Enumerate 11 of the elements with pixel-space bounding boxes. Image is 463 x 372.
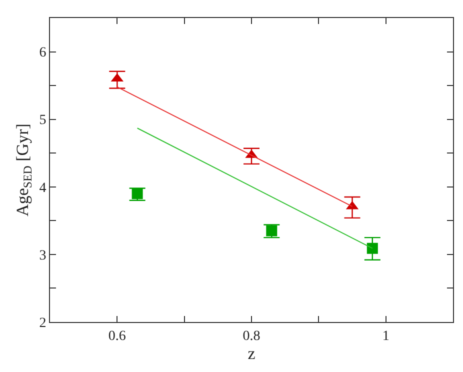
point: [132, 188, 143, 200]
y-tick-label: 4: [39, 180, 46, 196]
y-tick-label: 6: [39, 46, 46, 61]
y-tick-label: 3: [39, 248, 46, 264]
x-tick-label: 0.8: [242, 328, 260, 344]
x-tick-label: 1: [382, 328, 390, 344]
point: [366, 242, 378, 254]
x-tick-label: 0.6: [108, 328, 126, 344]
y-tick-label: 5: [39, 113, 46, 128]
y-tick-label: 2: [39, 316, 46, 331]
x-axis-title: z: [248, 344, 256, 364]
